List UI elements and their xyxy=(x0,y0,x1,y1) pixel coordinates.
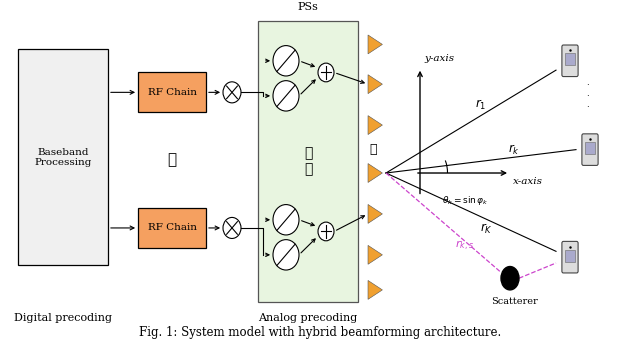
FancyBboxPatch shape xyxy=(582,134,598,165)
Text: ⋮: ⋮ xyxy=(168,153,177,167)
Bar xyxy=(565,54,575,65)
Circle shape xyxy=(223,82,241,103)
Text: x-axis: x-axis xyxy=(513,177,543,185)
Polygon shape xyxy=(368,116,383,135)
Text: ⋮
⋮: ⋮ ⋮ xyxy=(304,146,312,176)
Polygon shape xyxy=(368,35,383,54)
Circle shape xyxy=(273,204,299,235)
Text: PSs: PSs xyxy=(298,2,319,12)
Circle shape xyxy=(273,81,299,111)
Text: ·
·
·: · · · xyxy=(587,81,589,111)
Bar xyxy=(258,21,358,302)
Text: $r_k$: $r_k$ xyxy=(508,143,520,157)
Bar xyxy=(565,250,575,262)
Text: RF Chain: RF Chain xyxy=(147,88,196,97)
Circle shape xyxy=(223,217,241,238)
Circle shape xyxy=(273,45,299,76)
Text: Digital precoding: Digital precoding xyxy=(14,313,112,323)
Text: ⋮: ⋮ xyxy=(369,142,377,156)
Bar xyxy=(138,73,206,112)
Circle shape xyxy=(273,240,299,270)
Text: RF Chain: RF Chain xyxy=(147,223,196,233)
Text: $\theta_k=\sin\varphi_k$: $\theta_k=\sin\varphi_k$ xyxy=(442,194,489,207)
Ellipse shape xyxy=(501,266,519,290)
Polygon shape xyxy=(368,75,383,94)
Polygon shape xyxy=(368,245,383,264)
Polygon shape xyxy=(368,280,383,299)
Text: Fig. 1: System model with hybrid beamforming architecture.: Fig. 1: System model with hybrid beamfor… xyxy=(139,326,501,339)
Bar xyxy=(18,49,108,265)
Circle shape xyxy=(318,63,334,82)
Bar xyxy=(138,208,206,248)
Text: Baseband
Processing: Baseband Processing xyxy=(35,147,92,167)
Polygon shape xyxy=(368,163,383,182)
Text: y-axis: y-axis xyxy=(424,54,454,63)
Text: Analog precoding: Analog precoding xyxy=(259,313,358,323)
Text: $r_K$: $r_K$ xyxy=(480,222,493,236)
Text: $r_1$: $r_1$ xyxy=(475,98,486,112)
Circle shape xyxy=(318,222,334,241)
Bar xyxy=(585,142,595,154)
FancyBboxPatch shape xyxy=(562,45,578,77)
FancyBboxPatch shape xyxy=(562,241,578,273)
Text: Scatterer: Scatterer xyxy=(492,297,538,306)
Polygon shape xyxy=(368,204,383,223)
Text: $r_{k,s}$: $r_{k,s}$ xyxy=(455,238,474,253)
